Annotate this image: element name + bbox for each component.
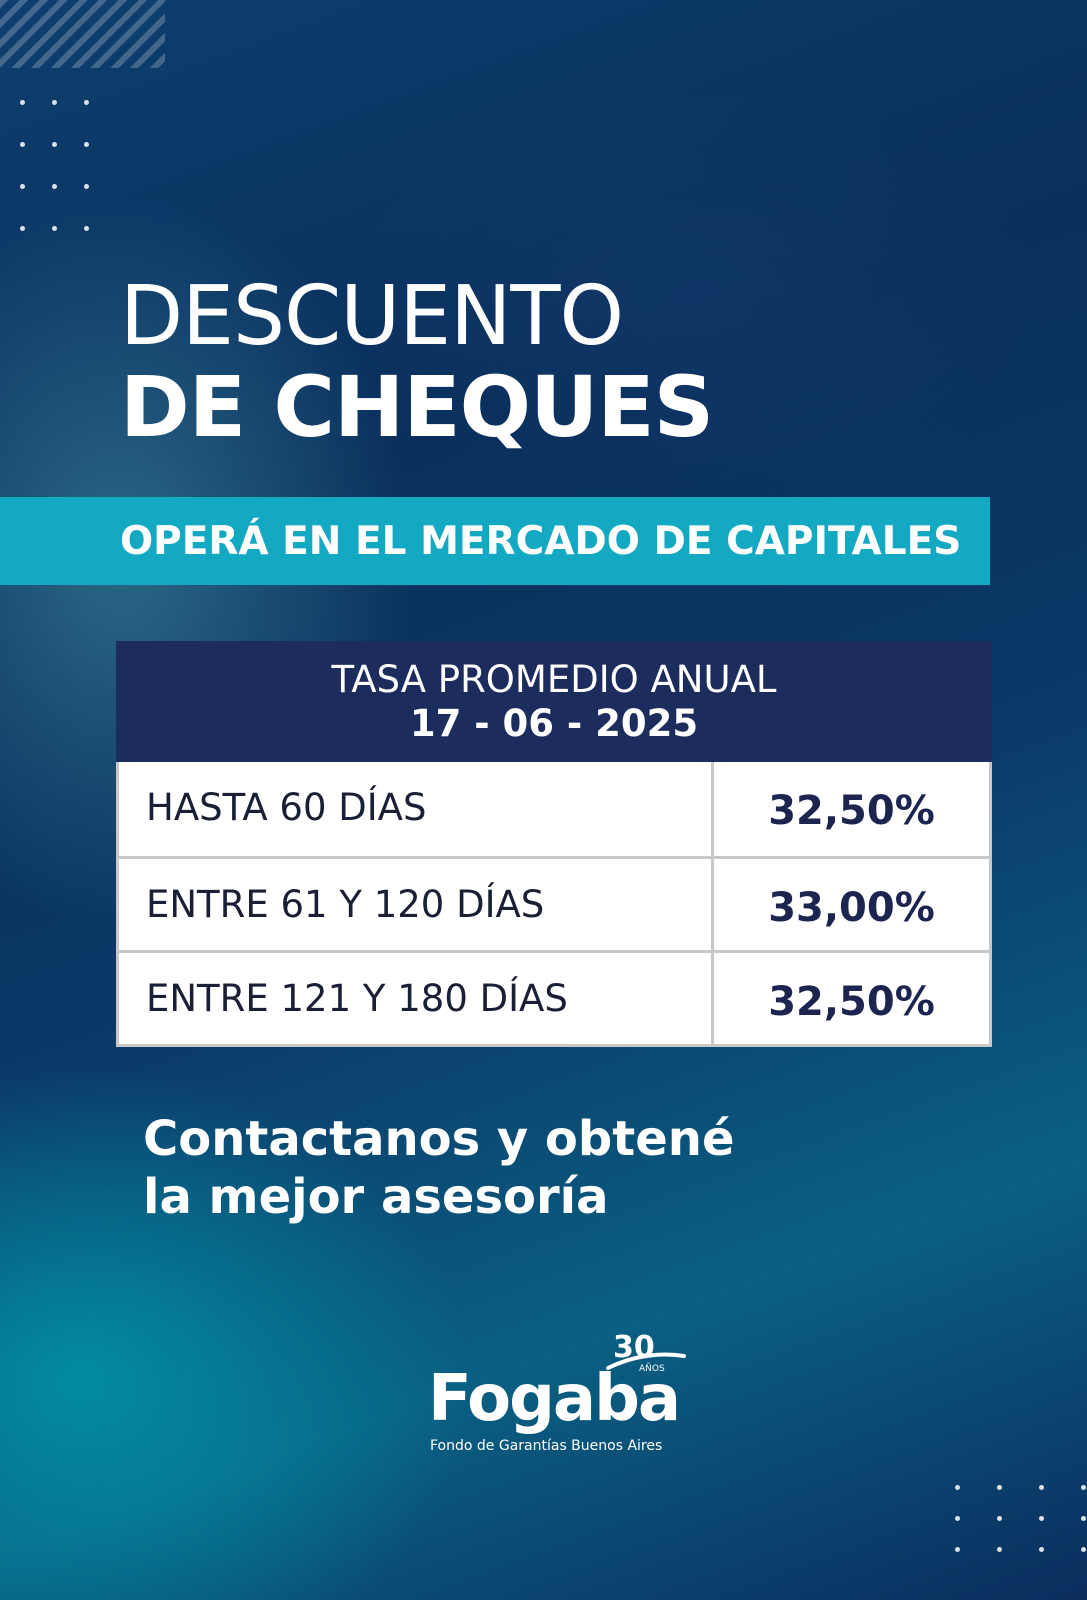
rate-term-label: ENTRE 61 Y 120 DÍAS	[119, 859, 714, 950]
rate-value: 32,50%	[768, 788, 935, 834]
rates-table: TASA PROMEDIO ANUAL 17 - 06 - 2025 HASTA…	[116, 641, 992, 1047]
subtitle-banner: OPERÁ EN EL MERCADO DE CAPITALES	[0, 497, 990, 585]
fogaba-logo: 30 AÑOS Fogaba Fondo de Garantías Buenos…	[428, 1330, 688, 1460]
logo-name: Fogaba	[428, 1362, 681, 1436]
contact-message: Contactanos y obtené la mejor asesoría	[143, 1110, 735, 1226]
anniversary-label: AÑOS	[639, 1364, 665, 1374]
banner-text: OPERÁ EN EL MERCADO DE CAPITALES	[120, 519, 962, 564]
dot-grid-decoration-bottom	[955, 1485, 1086, 1552]
table-row: HASTA 60 DÍAS 32,50%	[119, 762, 989, 856]
rate-term-label: HASTA 60 DÍAS	[119, 762, 714, 856]
rates-header-label: TASA PROMEDIO ANUAL	[331, 658, 777, 701]
rates-table-header: TASA PROMEDIO ANUAL 17 - 06 - 2025	[116, 641, 992, 762]
contact-line-1: Contactanos y obtené	[143, 1111, 735, 1167]
dot-grid-decoration-top	[20, 100, 89, 231]
logo-tagline: Fondo de Garantías Buenos Aires	[430, 1438, 663, 1454]
rate-value: 32,50%	[768, 979, 935, 1025]
hatch-decoration	[0, 0, 165, 68]
title-line-1: DESCUENTO	[120, 269, 624, 364]
page-title: DESCUENTO DE CHEQUES	[120, 269, 714, 456]
table-row: ENTRE 61 Y 120 DÍAS 33,00%	[119, 856, 989, 950]
rates-header-date: 17 - 06 - 2025	[409, 702, 699, 745]
table-row: ENTRE 121 Y 180 DÍAS 32,50%	[119, 950, 989, 1044]
contact-line-2: la mejor asesoría	[143, 1169, 609, 1225]
rate-term-label: ENTRE 121 Y 180 DÍAS	[119, 953, 714, 1044]
anniversary-swoosh-icon	[606, 1352, 686, 1370]
rates-table-body: HASTA 60 DÍAS 32,50% ENTRE 61 Y 120 DÍAS…	[116, 762, 992, 1047]
rate-value: 33,00%	[768, 885, 935, 931]
title-line-2: DE CHEQUES	[120, 358, 714, 456]
